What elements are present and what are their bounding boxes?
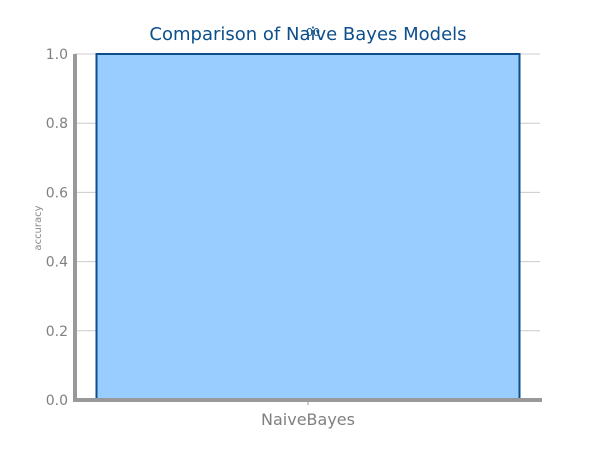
bars [95, 53, 521, 401]
y-tick-label: 0.4 [46, 255, 68, 271]
chart-title-overlap-label: 00 [306, 26, 320, 39]
axes [73, 54, 542, 405]
x-tick-labels: NaiveBayes [261, 410, 355, 429]
y-tick-labels: 0.0 0.2 0.4 0.6 0.8 1.0 [46, 47, 68, 409]
x-tick-label: NaiveBayes [261, 410, 355, 429]
y-axis-label: accuracy [33, 205, 44, 250]
y-tick-label: 0.2 [46, 324, 68, 340]
y-tick-label: 0.6 [46, 185, 68, 201]
y-tick-label: 0.0 [46, 393, 68, 409]
y-tick-label: 1.0 [46, 47, 68, 63]
chart-title: Comparison of Naive Bayes Models [149, 24, 466, 45]
y-tick-label: 0.8 [46, 116, 68, 132]
bar [95, 53, 521, 401]
